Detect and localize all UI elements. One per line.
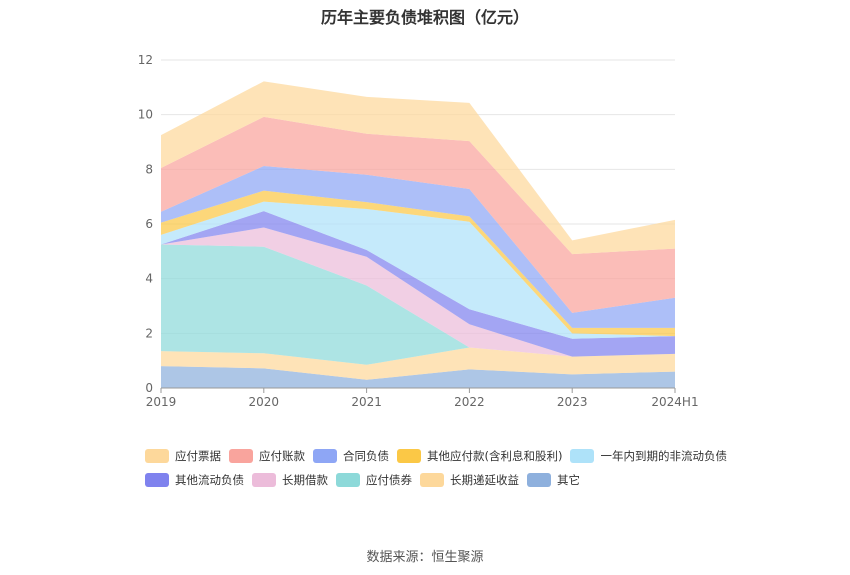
area-其他流动负债 <box>161 211 675 357</box>
legend: 应付票据 应付账款 合同负债 其他应付款(含利息和股利) 一年内到期的非流动负债其他流动… <box>145 448 785 496</box>
legend-label: 其他应付款(含利息和股利) <box>427 449 563 463</box>
legend-label: 应付债券 <box>366 473 412 487</box>
y-tick-label: 2 <box>145 326 153 340</box>
area-应付账款 <box>161 116 675 313</box>
legend-label: 其它 <box>557 473 580 487</box>
x-tick-label: 2022 <box>454 395 485 409</box>
legend-swatch <box>420 473 444 487</box>
legend-item[interactable]: 其它 <box>527 472 580 488</box>
axes: 0 2 4 6 8 10 12 2019 2020 2021 2022 2023 2024H1 <box>138 53 699 409</box>
legend-item[interactable]: 一年内到期的非流动负债 <box>570 448 727 464</box>
legend-swatch <box>313 449 337 463</box>
legend-swatch <box>145 473 169 487</box>
x-tick-label: 2019 <box>146 395 177 409</box>
area-series <box>161 81 675 388</box>
legend-item[interactable]: 应付账款 <box>229 448 305 464</box>
legend-label: 应付票据 <box>175 449 221 463</box>
x-tick-label: 2021 <box>351 395 382 409</box>
x-tick-label: 2024H1 <box>651 395 698 409</box>
y-tick-label: 4 <box>145 272 153 286</box>
legend-swatch <box>397 449 421 463</box>
legend-swatch <box>570 449 595 463</box>
legend-swatch <box>336 473 360 487</box>
y-tick-label: 12 <box>138 53 153 67</box>
source-note: 数据来源：恒生聚源 <box>366 550 484 565</box>
legend-label: 长期递延收益 <box>450 473 519 487</box>
legend-swatch <box>252 473 276 487</box>
area-一年内到期的非流动负债 <box>161 201 675 339</box>
legend-item[interactable]: 合同负债 <box>313 448 389 464</box>
chart-title: 历年主要负债堆积图（亿元） <box>320 8 529 27</box>
area-应付债券 <box>161 244 675 365</box>
legend-item[interactable]: 其他应付款(含利息和股利) <box>397 448 562 464</box>
legend-item[interactable]: 应付票据 <box>145 448 221 464</box>
area-其它 <box>161 366 675 388</box>
legend-label: 长期借款 <box>282 473 328 487</box>
legend-swatch <box>229 449 253 463</box>
y-tick-label: 10 <box>138 108 153 122</box>
area-合同负债 <box>161 166 675 328</box>
x-tick-label: 2020 <box>249 395 280 409</box>
legend-swatch <box>527 473 551 487</box>
y-tick-label: 6 <box>145 217 153 231</box>
legend-item[interactable]: 长期递延收益 <box>420 472 519 488</box>
x-tick-label: 2023 <box>557 395 588 409</box>
legend-item[interactable]: 应付债券 <box>336 472 412 488</box>
legend-item[interactable]: 长期借款 <box>252 472 328 488</box>
legend-label: 合同负债 <box>343 449 389 463</box>
y-tick-label: 0 <box>145 381 153 395</box>
legend-label: 一年内到期的非流动负债 <box>600 449 727 463</box>
legend-label: 其他流动负债 <box>175 473 244 487</box>
legend-swatch <box>145 449 169 463</box>
area-应付票据 <box>161 81 675 255</box>
y-tick-label: 8 <box>145 162 153 176</box>
legend-label: 应付账款 <box>259 449 305 463</box>
area-长期借款 <box>161 227 675 357</box>
legend-item[interactable]: 其他流动负债 <box>145 472 244 488</box>
area-长期递延收益 <box>161 347 675 380</box>
